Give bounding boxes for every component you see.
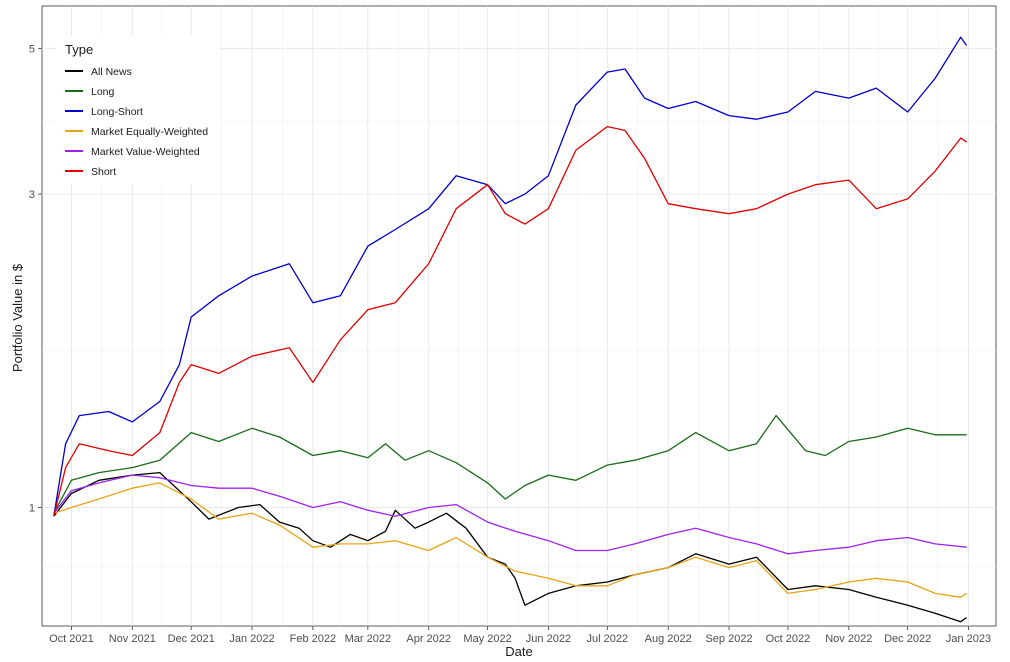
x-tick-label: Jul 2022 [587,633,629,645]
x-tick-label: Dec 2022 [884,633,931,645]
x-tick-label: May 2022 [463,633,511,645]
x-tick-label: Sep 2022 [705,633,752,645]
x-tick-label: Dec 2021 [168,633,215,645]
series-lines [53,36,968,623]
x-tick-label: Apr 2022 [406,633,451,645]
y-axis-ticks: 1 3 5 [29,43,42,514]
legend-items: All News Long Long-Short Market Equally-Wei… [65,66,208,178]
legend-label-3: Market Equally-Weighted [91,126,208,138]
x-tick-label: Jan 2022 [229,633,274,645]
x-tick-label: Nov 2022 [825,633,872,645]
x-axis-title: Date [505,644,532,659]
y-axis-title: Portfolio Value in $ [10,263,25,372]
x-tick-label: Mar 2022 [345,633,391,645]
series-line-1 [53,414,967,514]
x-tick-label: Oct 2021 [49,633,94,645]
legend-background [56,36,220,184]
x-axis-ticks: Oct 2021 Nov 2021 Dec 2021 Jan 2022 Feb 2022… [49,626,991,645]
x-tick-label: Feb 2022 [290,633,336,645]
legend-label-4: Market Value-Weighted [91,146,200,158]
x-tick-label: Jun 2022 [526,633,571,645]
legend-label-1: Long [91,86,115,98]
series-line-4 [53,474,967,555]
legend-label-0: All News [91,66,132,78]
series-line-0 [53,471,967,623]
legend: Type All News Long Long-Short Market Equall… [56,36,220,184]
y-tick-label: 1 [29,502,35,514]
legend-title: Type [65,42,93,57]
series-line-3 [53,482,967,598]
x-tick-label: Jan 2023 [946,633,991,645]
y-tick-label: 3 [29,189,35,201]
x-tick-label: Oct 2022 [766,633,811,645]
legend-label-2: Long-Short [91,106,143,118]
series-line-5 [53,125,967,517]
legend-label-5: Short [91,166,116,178]
x-tick-label: Aug 2022 [645,633,692,645]
series-line-2 [53,36,968,517]
y-tick-label: 5 [29,43,35,55]
x-tick-label: Nov 2021 [109,633,156,645]
